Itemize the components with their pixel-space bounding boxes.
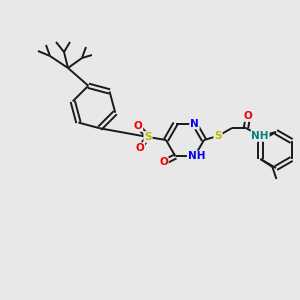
Text: S: S	[144, 132, 152, 142]
Text: N: N	[190, 118, 199, 128]
Text: NH: NH	[251, 131, 269, 141]
Text: S: S	[214, 131, 222, 141]
Text: O: O	[136, 143, 144, 153]
Text: NH: NH	[188, 152, 205, 161]
Text: O: O	[244, 111, 252, 121]
Text: O: O	[134, 121, 142, 131]
Text: O: O	[159, 158, 168, 167]
